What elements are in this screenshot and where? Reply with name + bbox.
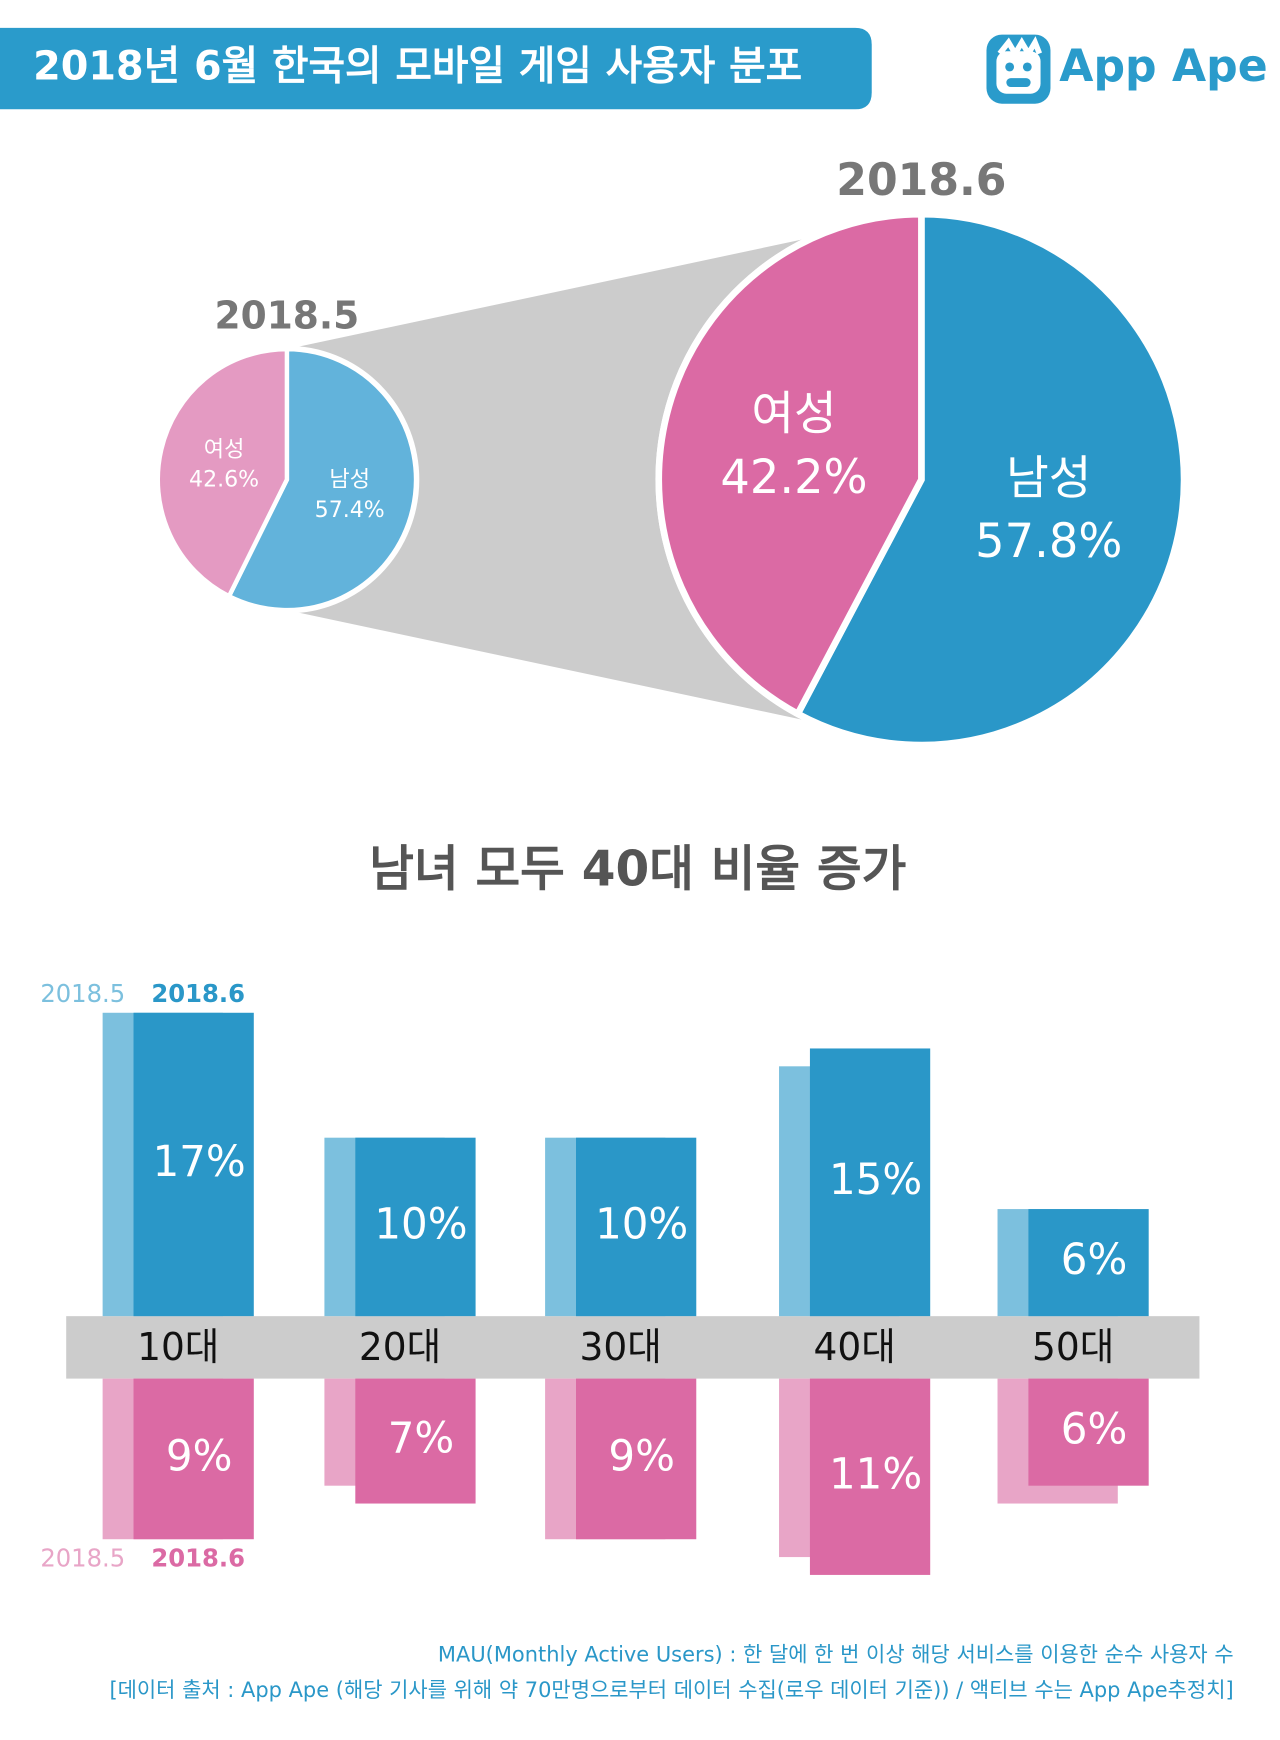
slice-value: 42.6% <box>189 467 259 493</box>
bar-value-label: 7% <box>388 1413 454 1462</box>
legend-label: 2018.5 <box>40 1543 125 1572</box>
bar-value-label: 6% <box>1061 1235 1127 1284</box>
slice-value: 42.2% <box>720 450 867 504</box>
bar-value-label: 9% <box>608 1431 674 1480</box>
bar <box>576 1378 697 1540</box>
bar-value-label: 6% <box>1061 1405 1127 1454</box>
bar <box>133 1378 254 1540</box>
slice-value: 57.8% <box>975 514 1122 568</box>
slice-label: 여성 <box>204 437 245 463</box>
pie-title: 2018.5 <box>215 293 360 337</box>
pie-slice <box>226 346 419 613</box>
bar-value-label: 11% <box>829 1449 922 1498</box>
category-label: 50대 <box>1032 1325 1114 1369</box>
bar <box>576 1137 697 1317</box>
category-band <box>66 1316 1200 1379</box>
pie-slice <box>655 210 925 719</box>
slice-label: 남성 <box>329 467 370 493</box>
bar <box>355 1378 476 1504</box>
footer-source: [데이터 출처 : App Ape (해당 기사를 위해 약 70만명으로부터 … <box>109 1677 1233 1702</box>
bar <box>809 1378 931 1575</box>
bar <box>133 1012 254 1317</box>
slice-value: 57.4% <box>315 497 385 523</box>
bar <box>355 1137 476 1317</box>
slice-label: 여성 <box>751 386 836 440</box>
header-title: 2018년 6월 한국의 모바일 게임 사용자 분포 <box>33 44 802 90</box>
slice-label: 남성 <box>1006 451 1091 505</box>
category-label: 20대 <box>359 1325 441 1369</box>
bar <box>1028 1378 1149 1486</box>
category-label: 10대 <box>137 1325 219 1369</box>
chart-title: 남녀 모두 40대 비율 증가 <box>369 840 906 897</box>
brand-name: App Ape <box>1059 41 1267 92</box>
bar-value-label: 10% <box>374 1199 467 1248</box>
logo-icon <box>986 34 1051 104</box>
legend-label: 2018.6 <box>151 1543 245 1572</box>
bar-value-label: 15% <box>829 1155 922 1204</box>
pie-slice <box>793 210 1188 749</box>
legend-label: 2018.6 <box>151 979 245 1008</box>
bar-value-label: 9% <box>166 1431 232 1480</box>
bar-value-label: 10% <box>595 1199 688 1248</box>
pie-slice <box>155 346 290 600</box>
category-label: 30대 <box>580 1325 662 1369</box>
legend-label: 2018.5 <box>40 979 125 1008</box>
bar-value-label: 17% <box>153 1137 246 1186</box>
footer-note: MAU(Monthly Active Users) : 한 달에 한 번 이상 … <box>438 1641 1234 1666</box>
bar <box>809 1048 931 1317</box>
header-bar <box>0 27 872 110</box>
category-label: 40대 <box>813 1325 895 1369</box>
bar <box>1028 1209 1149 1317</box>
pie-title: 2018.6 <box>836 155 1006 206</box>
